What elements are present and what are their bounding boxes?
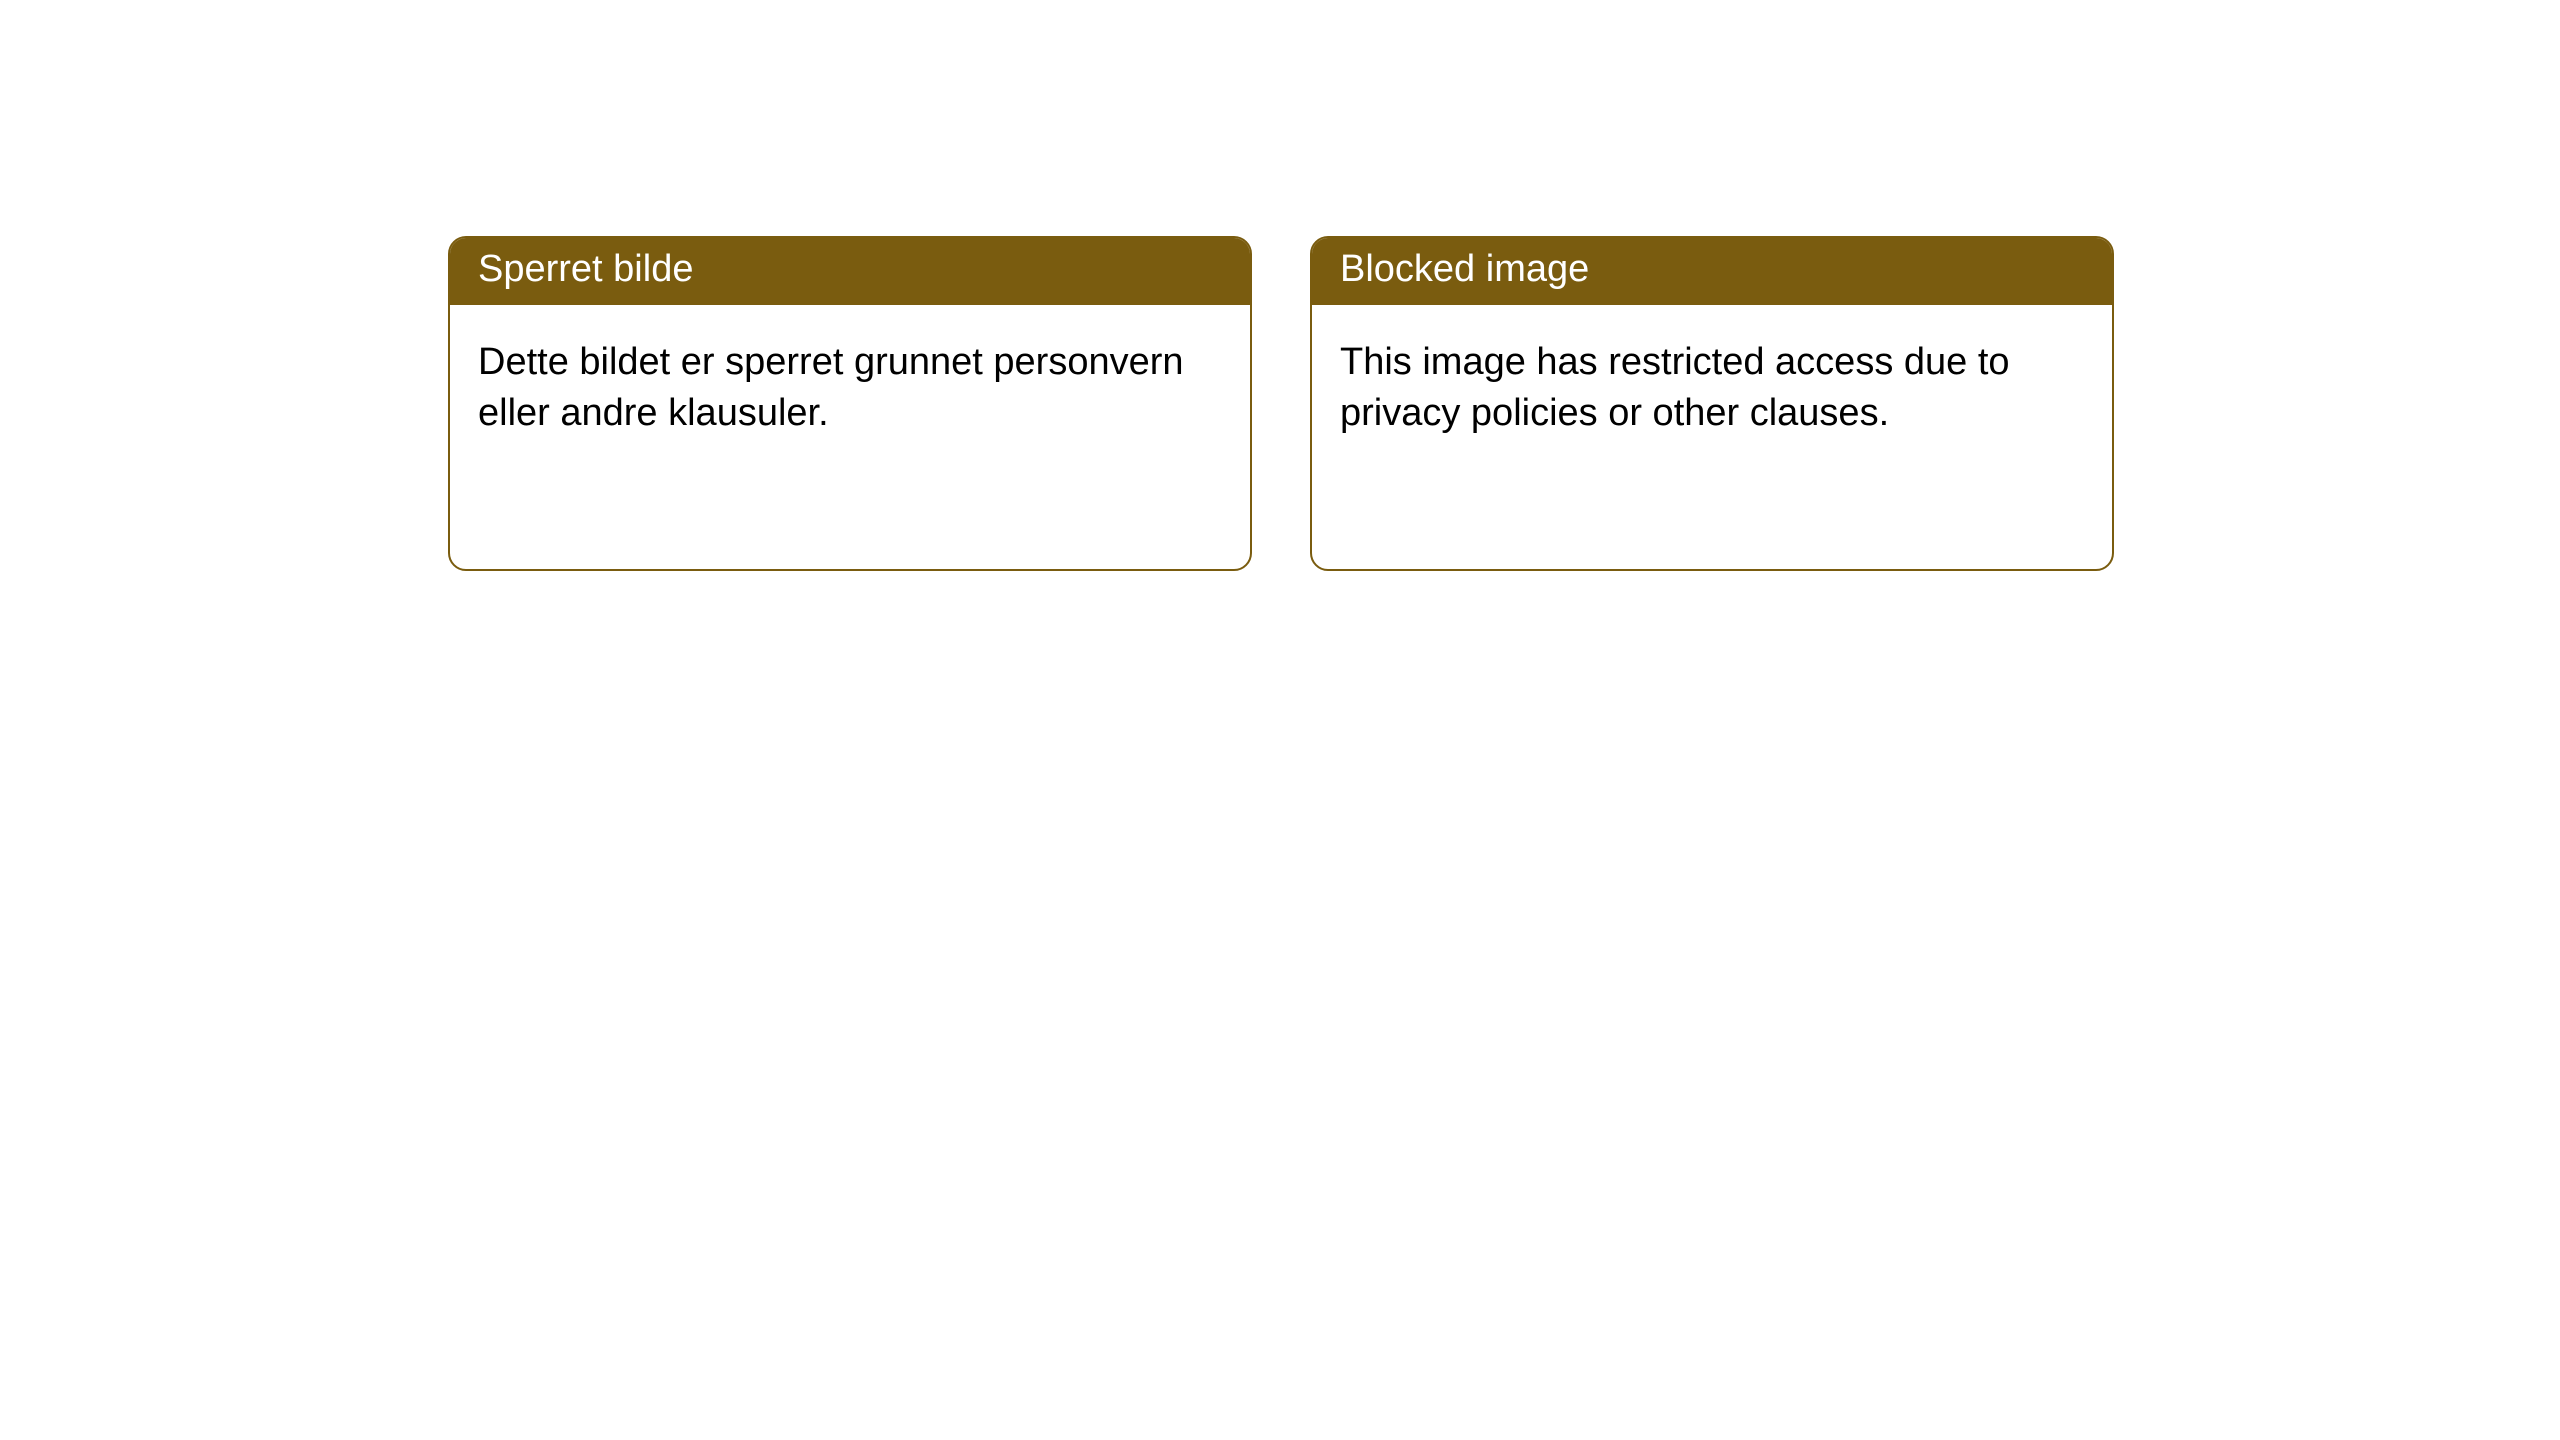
notice-body: This image has restricted access due to … bbox=[1312, 305, 2112, 472]
notice-container: Sperret bilde Dette bildet er sperret gr… bbox=[448, 236, 2114, 571]
notice-header: Blocked image bbox=[1312, 238, 2112, 305]
notice-header: Sperret bilde bbox=[450, 238, 1250, 305]
notice-box-english: Blocked image This image has restricted … bbox=[1310, 236, 2114, 571]
notice-body: Dette bildet er sperret grunnet personve… bbox=[450, 305, 1250, 472]
notice-box-norwegian: Sperret bilde Dette bildet er sperret gr… bbox=[448, 236, 1252, 571]
